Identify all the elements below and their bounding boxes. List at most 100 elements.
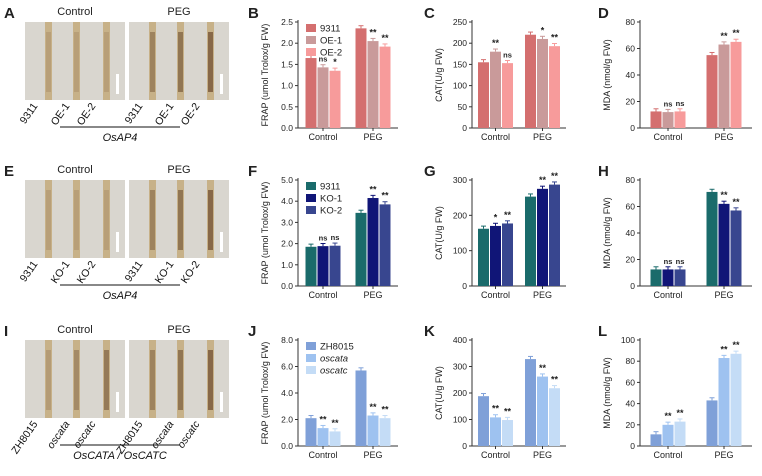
y-tick-label: 2.0	[281, 38, 293, 48]
y-tick-label: 0.0	[281, 281, 293, 291]
y-tick-label: 100	[453, 81, 467, 91]
bar	[305, 58, 317, 128]
y-tick-label: 50	[458, 102, 468, 112]
y-tick-label: 2.0	[281, 239, 293, 249]
chart-j: J 0.0 2.0 4.0 6.0 8.0 FRAP (umol Trolox/g FW) C…	[248, 323, 398, 460]
bar	[317, 67, 329, 128]
leaf-strip	[103, 22, 110, 100]
y-axis-label: CAT(U/g FW)	[434, 48, 444, 102]
y-tick-label: 0	[462, 281, 467, 291]
bar	[706, 400, 718, 446]
bar	[537, 188, 548, 286]
genotype-label: 9311	[123, 101, 146, 127]
leaf-strip-stain	[150, 350, 155, 410]
legend-swatch	[306, 48, 316, 56]
y-tick-label: 100	[453, 246, 467, 256]
leaf-strip-stain	[208, 350, 213, 410]
y-tick-label: 6.0	[281, 362, 293, 372]
bar	[674, 111, 686, 128]
genotype-label: OE-1	[153, 101, 177, 128]
bar	[525, 359, 536, 446]
panel-letter-b: B	[248, 5, 259, 22]
legend-label: oscatc	[320, 366, 348, 377]
panel-letter-g: G	[424, 163, 436, 180]
significance-label: **	[539, 175, 547, 185]
significance-label: *	[541, 25, 545, 35]
bar	[329, 431, 341, 446]
significance-label: ns	[319, 55, 328, 64]
scale-bar	[116, 74, 119, 94]
leaf-strip-stain	[104, 350, 109, 410]
bar	[478, 396, 489, 446]
y-tick-label: 200	[453, 38, 467, 48]
y-tick-label: 2.5	[281, 17, 293, 27]
legend-swatch	[306, 354, 316, 362]
panel-letter-f: F	[248, 163, 257, 180]
leaf-strip-stain	[178, 32, 183, 92]
y-tick-label: 4.0	[281, 196, 293, 206]
legend-label: oscata	[320, 354, 348, 365]
significance-label: ns	[664, 99, 673, 108]
y-tick-label: 0	[462, 123, 467, 133]
legend-swatch	[306, 24, 316, 32]
significance-label: **	[720, 31, 728, 41]
panel-letter-e: E	[4, 163, 14, 180]
chart-f: F 0.0 1.0 2.0 3.0 4.0 5.0 FRAP (umol Trolox/g F…	[248, 163, 398, 300]
bar	[662, 269, 674, 286]
bar	[317, 428, 329, 446]
scale-bar	[220, 392, 223, 412]
significance-label: **	[319, 414, 327, 424]
y-tick-label: 0	[630, 281, 635, 291]
x-tick-label: PEG	[363, 450, 382, 460]
legend-label: ZH8015	[320, 342, 354, 353]
bar	[537, 38, 548, 128]
chart-k: K 0 100 200 300 400 CAT(U/g FW) Control ** ** PEG *…	[424, 323, 566, 460]
x-tick-label: Control	[481, 132, 510, 142]
genotype-label: OE-1	[49, 101, 73, 128]
x-tick-label: PEG	[714, 290, 733, 300]
significance-label: **	[504, 210, 512, 220]
genotype-label: KO-2	[179, 259, 203, 286]
bar	[674, 269, 686, 286]
legend-swatch	[306, 182, 316, 190]
significance-label: **	[551, 171, 559, 181]
bar	[490, 51, 501, 128]
x-tick-label: Control	[653, 132, 682, 142]
y-tick-label: 250	[453, 17, 467, 27]
genotype-label: oscata	[149, 419, 177, 451]
bar	[650, 269, 662, 286]
y-axis-label: FRAP (umol Trolox/g FW)	[260, 182, 270, 285]
legend-swatch	[306, 36, 316, 44]
genotype-label: KO-1	[153, 259, 177, 286]
bar	[650, 111, 662, 128]
leaf-strip	[45, 180, 52, 258]
y-tick-label: 60	[626, 377, 636, 387]
leaf-strip-stain	[178, 190, 183, 250]
leaf-strip-stain	[208, 190, 213, 250]
panel-letter-i: I	[4, 323, 8, 340]
panel-letter-c: C	[424, 5, 435, 22]
chart-b: B 0.0 0.5 1.0 1.5 2.0 2.5 FRAP (umol Trolox/g F…	[248, 5, 398, 142]
bar	[549, 46, 560, 128]
y-axis-label: MDA (nmol/g FW)	[602, 357, 612, 429]
bar	[730, 41, 742, 128]
y-tick-label: 4.0	[281, 388, 293, 398]
y-tick-label: 60	[626, 44, 636, 54]
control-photo-label: Control	[57, 6, 92, 18]
genotype-label: KO-1	[49, 259, 73, 286]
gene-label: OsAP4	[103, 290, 138, 302]
y-tick-label: 40	[626, 70, 636, 80]
significance-label: ns	[503, 50, 512, 59]
significance-label: **	[732, 197, 740, 207]
gene-label: OsCATA / OsCATC	[73, 450, 167, 462]
scale-bar	[116, 232, 119, 252]
bar	[718, 203, 730, 286]
leaf-strip	[103, 180, 110, 258]
y-tick-label: 40	[626, 399, 636, 409]
leaf-strip-stain	[74, 190, 79, 250]
legend-swatch	[306, 342, 316, 350]
bar	[367, 198, 379, 286]
panel-letter-d: D	[598, 5, 609, 22]
genotype-label: 9311	[123, 259, 146, 285]
